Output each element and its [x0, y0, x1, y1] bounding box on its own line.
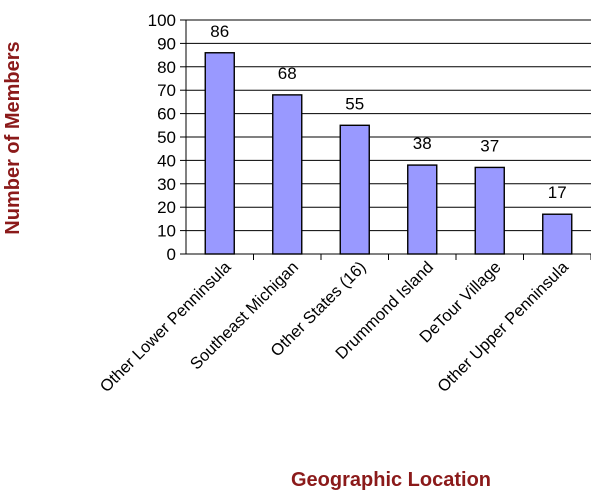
data-labels: 86 68 55 38 37 17 — [210, 22, 566, 202]
data-label: 37 — [480, 136, 499, 155]
data-label: 38 — [413, 134, 432, 153]
y-tick-label: 100 — [148, 11, 176, 30]
y-tick-label: 20 — [157, 198, 176, 217]
bar — [272, 94, 303, 255]
data-label: 17 — [548, 183, 567, 202]
y-tick-label: 40 — [157, 151, 176, 170]
y-tick-labels: 0 10 20 30 40 50 60 70 80 90 100 — [148, 11, 186, 264]
axes — [185, 20, 591, 260]
y-tick-label: 50 — [157, 128, 176, 147]
bars — [204, 52, 573, 255]
y-tick-label: 0 — [167, 245, 176, 264]
bar — [474, 166, 505, 255]
y-tick-label: 80 — [157, 58, 176, 77]
x-tick-label: Other Lower Penninsula — [97, 258, 235, 396]
y-tick-label: 10 — [157, 222, 176, 241]
y-tick-label: 60 — [157, 105, 176, 124]
bar — [339, 124, 370, 255]
gridlines — [186, 19, 591, 232]
data-label: 86 — [210, 22, 229, 41]
data-label: 55 — [345, 94, 364, 113]
bar — [204, 52, 235, 255]
bar — [407, 164, 438, 255]
bar — [542, 213, 573, 255]
y-tick-label: 90 — [157, 34, 176, 53]
y-tick-label: 70 — [157, 81, 176, 100]
y-axis-title: Number of Members — [2, 41, 24, 234]
y-tick-label: 30 — [157, 175, 176, 194]
data-label: 68 — [278, 64, 297, 83]
x-axis-title: Geographic Location — [291, 469, 491, 491]
x-tick-label: Other Upper Penninsula — [434, 258, 572, 396]
